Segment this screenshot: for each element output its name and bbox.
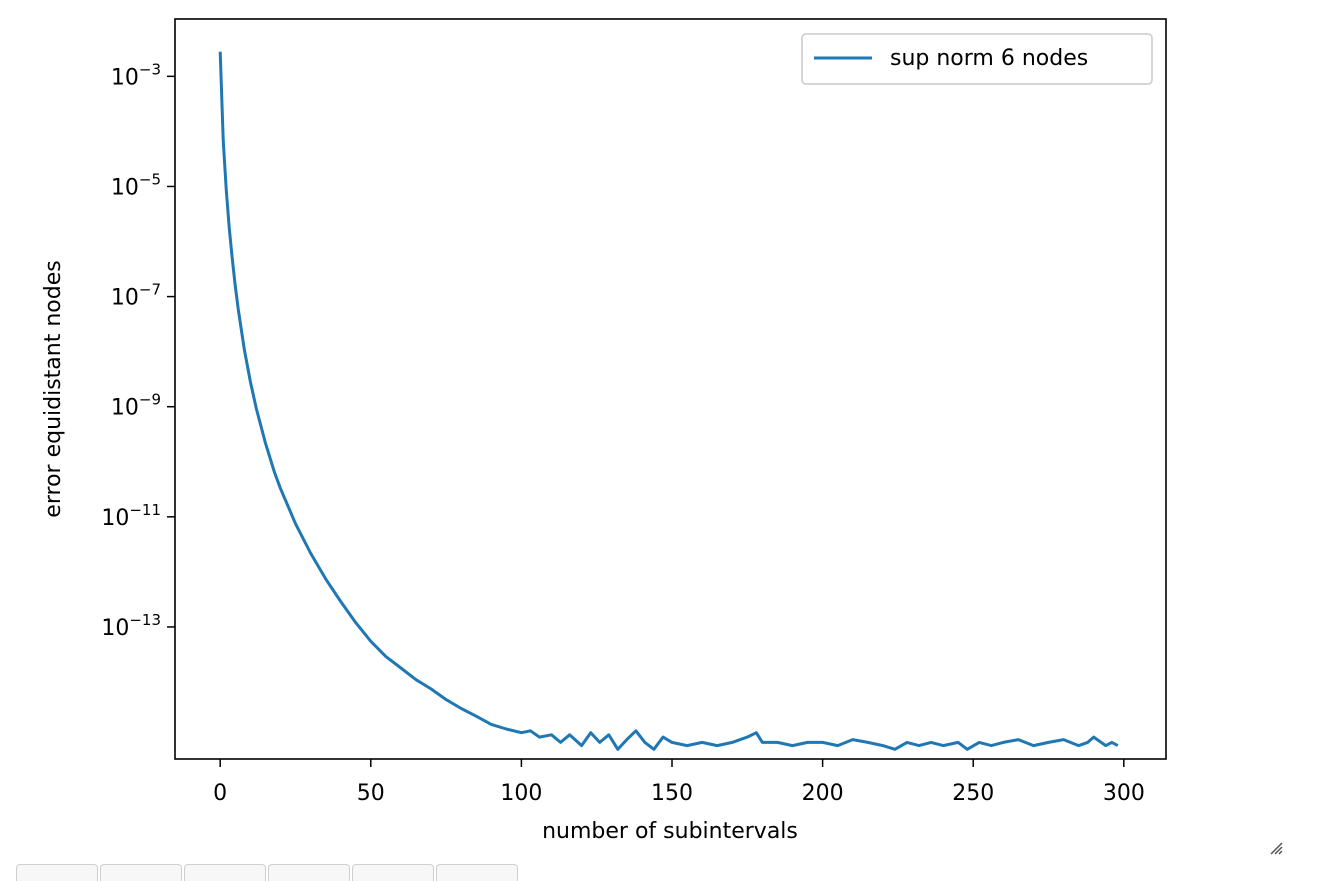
toolbar-button[interactable] bbox=[268, 864, 350, 881]
toolbar-button[interactable] bbox=[436, 864, 518, 881]
x-tick-label: 0 bbox=[213, 781, 227, 806]
toolbar-button[interactable] bbox=[352, 864, 434, 881]
x-tick-label: 100 bbox=[500, 781, 542, 806]
y-tick-label: 10−9 bbox=[111, 391, 161, 421]
y-tick-label: 10−3 bbox=[111, 60, 161, 90]
y-axis-ticks: 10−3 10−5 10−7 10−9 10−11 10−13 bbox=[101, 60, 175, 641]
x-tick-label: 200 bbox=[802, 781, 844, 806]
y-tick-label: 10−7 bbox=[111, 281, 161, 311]
x-tick-label: 50 bbox=[357, 781, 385, 806]
plot-area bbox=[218, 51, 1119, 751]
x-axis-label: number of subintervals bbox=[542, 819, 798, 844]
legend: sup norm 6 nodes bbox=[801, 33, 1153, 85]
toolbar-button[interactable] bbox=[100, 864, 182, 881]
x-axis-ticks: 0 50 100 150 200 250 300 bbox=[213, 759, 1145, 806]
y-axis-label: error equidistant nodes bbox=[41, 260, 66, 517]
toolbar-button[interactable] bbox=[184, 864, 266, 881]
x-tick-label: 300 bbox=[1103, 781, 1145, 806]
legend-box bbox=[801, 33, 1153, 85]
x-tick-label: 150 bbox=[651, 781, 693, 806]
y-tick-label: 10−13 bbox=[101, 611, 161, 641]
y-tick-label: 10−11 bbox=[101, 501, 161, 531]
x-tick-label: 250 bbox=[952, 781, 994, 806]
y-tick-label: 10−5 bbox=[111, 170, 161, 200]
resize-grip-icon[interactable] bbox=[1268, 840, 1284, 856]
series-line bbox=[218, 51, 1119, 751]
toolbar-button[interactable] bbox=[16, 864, 98, 881]
legend-label: sup norm 6 nodes bbox=[890, 46, 1088, 71]
axes-frame bbox=[174, 18, 1167, 760]
